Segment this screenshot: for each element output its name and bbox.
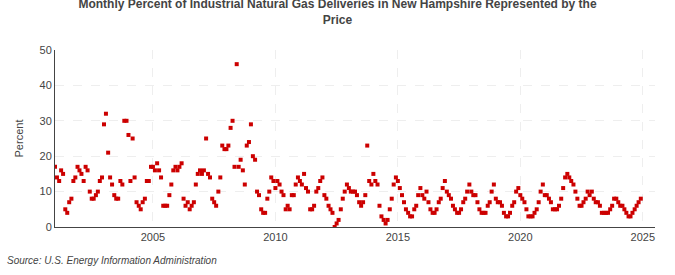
svg-text:2020: 2020 [508,231,532,243]
svg-text:20: 20 [40,150,52,162]
svg-text:10: 10 [40,185,52,197]
svg-text:2025: 2025 [631,231,655,243]
svg-text:30: 30 [40,115,52,127]
svg-text:0: 0 [46,221,52,233]
svg-text:2005: 2005 [141,231,165,243]
svg-text:Percent: Percent [13,120,25,158]
svg-text:50: 50 [40,44,52,56]
svg-text:40: 40 [40,79,52,91]
svg-text:2015: 2015 [386,231,410,243]
svg-text:2010: 2010 [263,231,287,243]
svg-text:Monthly Percent of Industrial: Monthly Percent of Industrial Natural Ga… [78,0,596,27]
svg-text:Source: U.S. Energy Informatio: Source: U.S. Energy Information Administ… [7,255,217,266]
